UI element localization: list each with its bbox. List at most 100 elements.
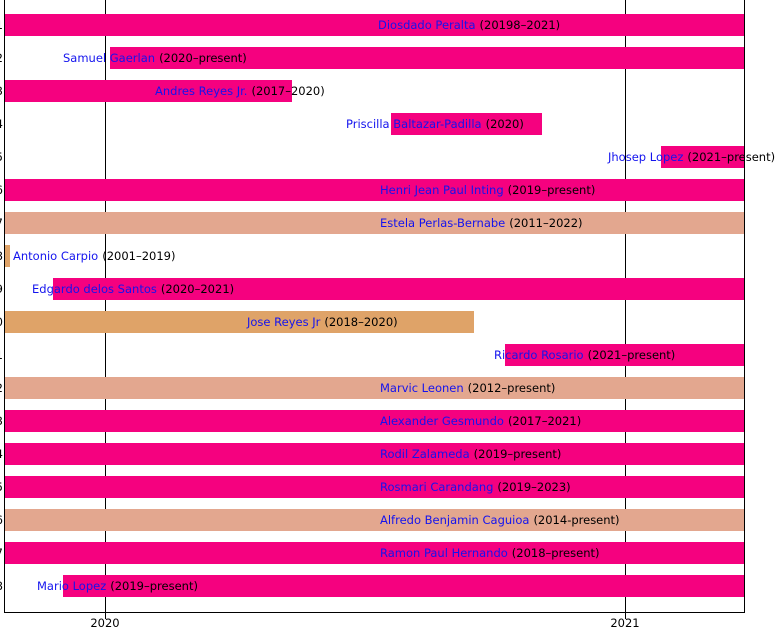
tenure-dates: (2019–present) <box>473 447 562 461</box>
y-axis-tick-label: 7 <box>0 212 3 234</box>
tenure-bar <box>5 245 10 267</box>
bar-label: Edgardo delos Santos (2020–2021) <box>32 278 234 300</box>
x-tick-label-2021: 2021 <box>610 616 640 630</box>
tenure-dates: (2017–2021) <box>507 414 582 428</box>
justice-name: Jose Reyes Jr <box>247 315 321 329</box>
tenure-bar <box>391 113 542 135</box>
y-axis-tick-label: 9 <box>0 278 3 300</box>
justice-name: Samuel Gaerlan <box>63 51 156 65</box>
y-axis-tick-label: 12 <box>0 377 3 399</box>
bar-label: Marvic Leonen (2012–present) <box>380 377 555 399</box>
tenure-dates: (2001–2019) <box>102 249 176 263</box>
bar-label: Mario Lopez (2019–present) <box>37 575 198 597</box>
bar-label: Alfredo Benjamin Caguioa (2014-present) <box>380 509 620 531</box>
tenure-dates: (2011–2022) <box>509 216 583 230</box>
tenure-bar <box>5 212 744 234</box>
y-axis-tick-label: 18 <box>0 575 3 597</box>
justice-name: Diosdado Peralta <box>378 18 476 32</box>
tenure-dates: (2019–present) <box>110 579 198 593</box>
tenure-bar <box>5 311 475 333</box>
bar-label: Priscilla Baltazar-Padilla (2020) <box>346 113 524 135</box>
bar-label: Rodil Zalameda (2019–present) <box>380 443 561 465</box>
justice-name: Alexander Gesmundo <box>380 414 504 428</box>
tenure-dates: (2012–present) <box>467 381 556 395</box>
bar-label: Samuel Gaerlan (2020–present) <box>63 47 247 69</box>
justice-name: Mario Lopez <box>37 579 107 593</box>
y-axis-tick-label: 3 <box>0 80 3 102</box>
bar-label: Andres Reyes Jr. (2017–2020) <box>155 80 325 102</box>
tenure-dates: (2014-present) <box>533 513 620 527</box>
bar-label: Diosdado Peralta (20198–2021) <box>378 14 560 36</box>
bar-label: Henri Jean Paul Inting (2019–present) <box>380 179 595 201</box>
x-tick-2021 <box>625 613 626 619</box>
tenure-dates: (2021–present) <box>687 150 775 164</box>
tenure-bar <box>5 410 744 432</box>
gridline-2021 <box>625 0 626 612</box>
justice-name: Ricardo Rosario <box>494 348 584 362</box>
y-axis-tick-label: 4 <box>0 113 3 135</box>
tenure-bar <box>5 476 744 498</box>
tenure-dates: (2017–2020) <box>251 84 325 98</box>
y-axis-tick-label: 16 <box>0 509 3 531</box>
bar-label: Ricardo Rosario (2021–present) <box>494 344 675 366</box>
y-axis-tick-label: 6 <box>0 179 3 201</box>
tenure-dates: (2020–2021) <box>160 282 235 296</box>
tenure-bar <box>5 542 744 564</box>
justice-name: Andres Reyes Jr. <box>155 84 248 98</box>
tenure-dates: (2019–present) <box>507 183 596 197</box>
tenure-bar <box>5 14 744 36</box>
tenure-bar <box>5 179 744 201</box>
x-axis-spine <box>4 612 745 613</box>
tenure-bar <box>5 377 744 399</box>
y-axis-tick-label: 5 <box>0 146 3 168</box>
tenure-dates: (2020) <box>485 117 524 131</box>
justice-name: Henri Jean Paul Inting <box>380 183 504 197</box>
y-axis-tick-label: 1 <box>0 14 3 36</box>
tenure-bar <box>53 278 744 300</box>
tenure-dates: (2020–present) <box>159 51 247 65</box>
justice-name: Rosmari Carandang <box>380 480 494 494</box>
y-axis-tick-label: 17 <box>0 542 3 564</box>
bar-label: Jose Reyes Jr (2018–2020) <box>247 311 398 333</box>
x-tick-label-2020: 2020 <box>90 616 120 630</box>
justice-name: Rodil Zalameda <box>380 447 470 461</box>
tenure-bar <box>5 80 293 102</box>
bar-label: Jhosep Lopez (2021–present) <box>608 146 775 168</box>
bar-label: Antonio Carpio (2001–2019) <box>13 245 175 267</box>
justice-name: Estela Perlas-Bernabe <box>380 216 506 230</box>
y-axis-tick-label: 2 <box>0 47 3 69</box>
bar-label: Ramon Paul Hernando (2018–present) <box>380 542 600 564</box>
tenure-bar <box>661 146 744 168</box>
y-axis-tick-label: 10 <box>0 311 3 333</box>
tenure-dates: (2021–present) <box>587 348 676 362</box>
bar-label: Rosmari Carandang (2019–2023) <box>380 476 571 498</box>
tenure-dates: (2018–present) <box>511 546 600 560</box>
tenure-dates: (20198–2021) <box>479 18 561 32</box>
y-axis-tick-label: 11 <box>0 344 3 366</box>
tenure-bar <box>110 47 744 69</box>
x-tick-2020 <box>105 613 106 619</box>
y-axis-tick-label: 14 <box>0 443 3 465</box>
bar-label: Alexander Gesmundo (2017–2021) <box>380 410 581 432</box>
y-axis-tick-label: 8 <box>0 245 3 267</box>
justice-name: Alfredo Benjamin Caguioa <box>380 513 530 527</box>
justice-name: Marvic Leonen <box>380 381 464 395</box>
justice-name: Antonio Carpio <box>13 249 99 263</box>
tenure-dates: (2018–2020) <box>324 315 398 329</box>
tenure-bar <box>63 575 744 597</box>
justice-name: Ramon Paul Hernando <box>380 546 508 560</box>
tenure-bar <box>5 509 744 531</box>
right-axis-spine <box>744 0 745 612</box>
y-axis-tick-label: 15 <box>0 476 3 498</box>
tenure-bar <box>505 344 744 366</box>
y-axis-spine <box>4 0 5 612</box>
justice-name: Priscilla Baltazar-Padilla <box>346 117 482 131</box>
gridline-2020 <box>105 0 106 612</box>
justice-name: Edgardo delos Santos <box>32 282 157 296</box>
y-axis-tick-label: 13 <box>0 410 3 432</box>
justice-name: Jhosep Lopez <box>608 150 684 164</box>
bar-label: Estela Perlas-Bernabe (2011–2022) <box>380 212 583 234</box>
tenure-bar <box>5 443 744 465</box>
tenure-dates: (2019–2023) <box>497 480 571 494</box>
